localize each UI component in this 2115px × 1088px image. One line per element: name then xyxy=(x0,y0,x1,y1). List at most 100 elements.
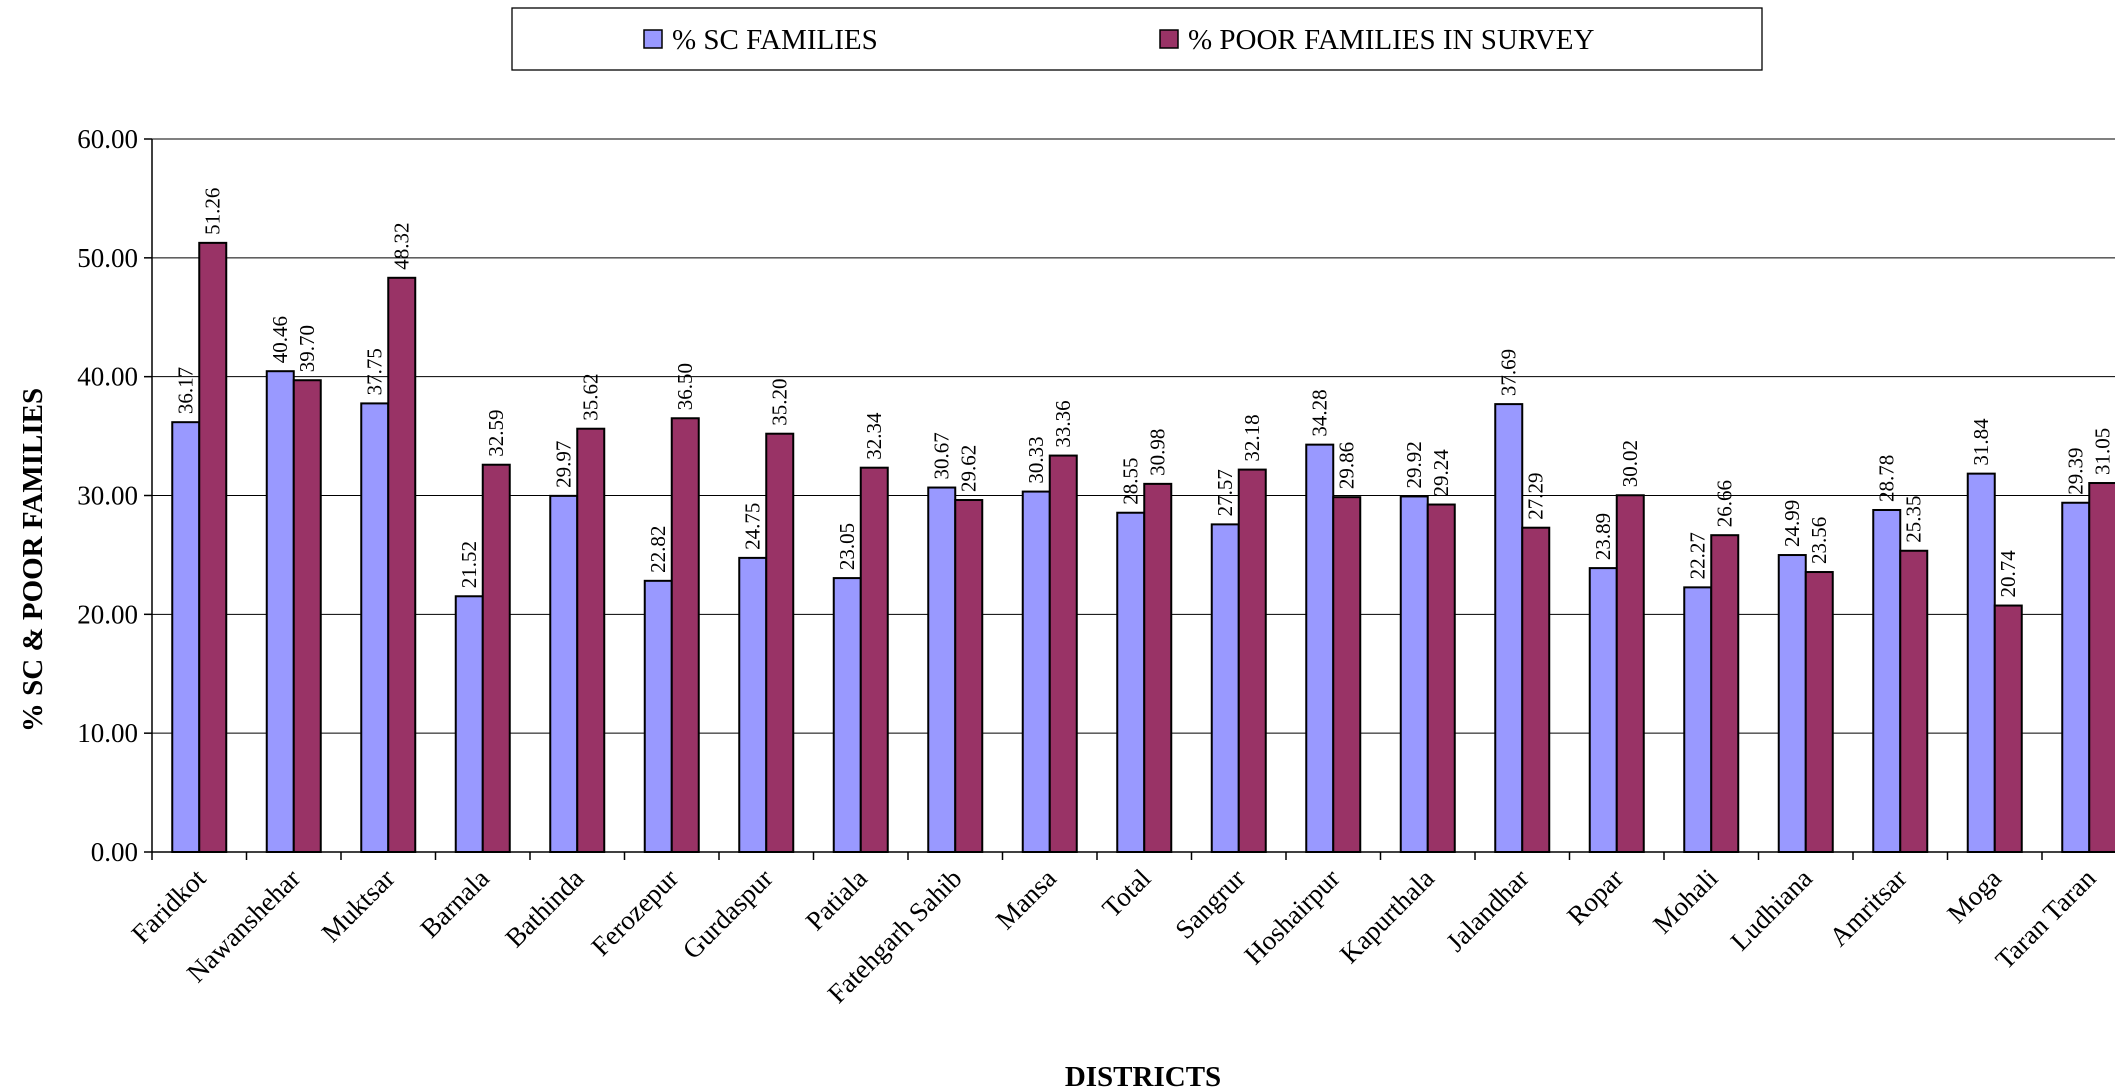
bar-sc-families-muktsar xyxy=(360,402,390,853)
category-label-mohali: Mohali xyxy=(1647,863,1723,939)
legend-swatch-sc-families xyxy=(643,29,663,49)
bar-poor-families-in-survey-fatehgarh-sahib xyxy=(954,499,984,853)
data-label-poor-families-in-survey-gurdaspur: 35.20 xyxy=(768,378,792,425)
data-label-poor-families-in-survey-mansa: 33.36 xyxy=(1051,400,1075,447)
data-label-sc-families-mansa: 30.33 xyxy=(1024,436,1048,483)
bar-poor-families-in-survey-moga xyxy=(1993,604,2023,853)
bar-poor-families-in-survey-ferozepur xyxy=(670,417,700,853)
bar-sc-families-ropar xyxy=(1588,567,1618,853)
category-label-patiala: Patiala xyxy=(800,863,873,936)
category-label-barnala: Barnala xyxy=(414,863,495,944)
category-label-taran-taran: Taran Taran xyxy=(1989,863,2101,975)
category-label-moga: Moga xyxy=(1941,863,2007,929)
data-label-sc-families-ludhiana: 24.99 xyxy=(1780,500,1804,547)
data-label-sc-families-sangrur: 27.57 xyxy=(1213,469,1237,516)
bar-sc-families-patiala xyxy=(832,577,862,853)
bar-sc-families-ferozepur xyxy=(643,579,673,853)
data-label-poor-families-in-survey-bathinda: 35.62 xyxy=(579,373,603,420)
data-label-poor-families-in-survey-nawanshehar: 39.70 xyxy=(295,325,319,372)
bar-poor-families-in-survey-amritsar xyxy=(1899,549,1929,853)
data-label-poor-families-in-survey-moga: 20.74 xyxy=(1996,550,2020,598)
category-label-kapurthala: Kapurthala xyxy=(1334,863,1440,969)
data-label-poor-families-in-survey-mohali: 26.66 xyxy=(1713,480,1737,527)
bar-sc-families-barnala xyxy=(454,595,484,854)
category-label-gurdaspur: Gurdaspur xyxy=(677,863,779,965)
y-tick-label: 20.00 xyxy=(77,599,138,629)
data-label-sc-families-nawanshehar: 40.46 xyxy=(268,316,292,363)
data-label-sc-families-taran-taran: 29.39 xyxy=(2064,447,2088,494)
bar-poor-families-in-survey-muktsar xyxy=(387,276,417,853)
y-tick-label: 0.00 xyxy=(91,837,138,867)
y-tick-label: 60.00 xyxy=(77,124,138,154)
bar-sc-families-jalandhar xyxy=(1494,403,1524,853)
data-label-sc-families-amritsar: 28.78 xyxy=(1875,455,1899,502)
category-label-jalandhar: Jalandhar xyxy=(1440,863,1534,957)
y-tick-label: 10.00 xyxy=(77,718,138,748)
data-labels: 36.17 51.26 40.46 39.70 37.75 48.32 21.52 32.59… xyxy=(174,188,2115,598)
bar-poor-families-in-survey-faridkot xyxy=(198,241,228,853)
legend-label-poor-families-in-survey: % POOR FAMILIES IN SURVEY xyxy=(1188,24,1594,56)
data-label-sc-families-gurdaspur: 24.75 xyxy=(741,503,765,550)
legend-label-sc-families: % SC FAMILIES xyxy=(672,24,878,56)
data-label-poor-families-in-survey-ropar: 30.02 xyxy=(1618,440,1642,487)
data-label-sc-families-moga: 31.84 xyxy=(1969,418,1993,466)
bar-sc-families-mohali xyxy=(1683,586,1713,853)
data-label-poor-families-in-survey-kapurthala: 29.24 xyxy=(1429,449,1453,497)
bar-poor-families-in-survey-ludhiana xyxy=(1804,571,1834,854)
data-label-poor-families-in-survey-amritsar: 25.35 xyxy=(1902,496,1926,543)
data-label-poor-families-in-survey-fatehgarh-sahib: 29.62 xyxy=(957,445,981,492)
legend-box xyxy=(511,7,1763,71)
y-tick-label: 40.00 xyxy=(77,362,138,392)
data-label-sc-families-total: 28.55 xyxy=(1119,457,1143,504)
data-label-sc-families-patiala: 23.05 xyxy=(835,523,859,570)
bar-poor-families-in-survey-ropar xyxy=(1615,494,1645,853)
data-label-poor-families-in-survey-ferozepur: 36.50 xyxy=(673,363,697,410)
bar-sc-families-kapurthala xyxy=(1399,495,1429,853)
data-label-poor-families-in-survey-faridkot: 51.26 xyxy=(201,188,225,235)
category-label-bathinda: Bathinda xyxy=(499,863,589,953)
data-label-sc-families-fatehgarh-sahib: 30.67 xyxy=(930,432,954,479)
category-label-amritsar: Amritsar xyxy=(1823,863,1912,952)
bar-poor-families-in-survey-sangrur xyxy=(1237,468,1267,853)
category-label-mansa: Mansa xyxy=(990,863,1062,935)
bar-sc-families-amritsar xyxy=(1872,508,1902,853)
x-axis-title: DISTRICTS xyxy=(1065,1061,1221,1088)
data-label-sc-families-jalandhar: 37.69 xyxy=(1497,349,1521,396)
bar-sc-families-faridkot xyxy=(171,421,201,853)
data-label-poor-families-in-survey-patiala: 32.34 xyxy=(862,412,886,460)
bar-poor-families-in-survey-jalandhar xyxy=(1521,526,1551,854)
bar-sc-families-moga xyxy=(1966,472,1996,853)
bar-sc-families-nawanshehar xyxy=(265,370,295,853)
bar-poor-families-in-survey-kapurthala xyxy=(1426,503,1456,853)
bar-sc-families-ludhiana xyxy=(1777,554,1807,854)
bar-poor-families-in-survey-gurdaspur xyxy=(765,432,795,853)
bar-sc-families-taran-taran xyxy=(2061,501,2091,853)
bar-poor-families-in-survey-mohali xyxy=(1710,534,1740,853)
legend-swatch-poor-families-in-survey xyxy=(1159,29,1179,49)
data-label-poor-families-in-survey-barnala: 32.59 xyxy=(484,409,508,456)
bar-sc-families-fatehgarh-sahib xyxy=(927,486,957,853)
data-label-poor-families-in-survey-jalandhar: 27.29 xyxy=(1524,472,1548,519)
category-label-sangrur: Sangrur xyxy=(1169,863,1251,945)
data-label-poor-families-in-survey-total: 30.98 xyxy=(1146,429,1170,476)
bar-poor-families-in-survey-total xyxy=(1143,482,1173,853)
data-label-poor-families-in-survey-hoshairpur: 29.86 xyxy=(1335,442,1359,489)
data-label-sc-families-ferozepur: 22.82 xyxy=(646,526,670,573)
data-label-sc-families-kapurthala: 29.92 xyxy=(1402,441,1426,488)
data-label-sc-families-ropar: 23.89 xyxy=(1591,513,1615,560)
bar-sc-families-total xyxy=(1116,511,1146,853)
bar-poor-families-in-survey-patiala xyxy=(859,466,889,853)
data-label-poor-families-in-survey-muktsar: 48.32 xyxy=(390,223,414,270)
category-label-faridkot: Faridkot xyxy=(126,863,212,949)
category-label-total: Total xyxy=(1096,863,1156,923)
bar-sc-families-bathinda xyxy=(549,494,579,853)
bar-sc-families-mansa xyxy=(1021,490,1051,853)
category-label-hoshairpur: Hoshairpur xyxy=(1238,863,1345,970)
y-axis-ticks: 0.00 10.00 20.00 30.00 40.00 50.00 60.00 xyxy=(77,124,152,867)
data-label-sc-families-bathinda: 29.97 xyxy=(552,441,576,488)
bar-poor-families-in-survey-taran-taran xyxy=(2088,482,2115,853)
bars xyxy=(171,241,2115,854)
category-label-muktsar: Muktsar xyxy=(316,863,401,948)
